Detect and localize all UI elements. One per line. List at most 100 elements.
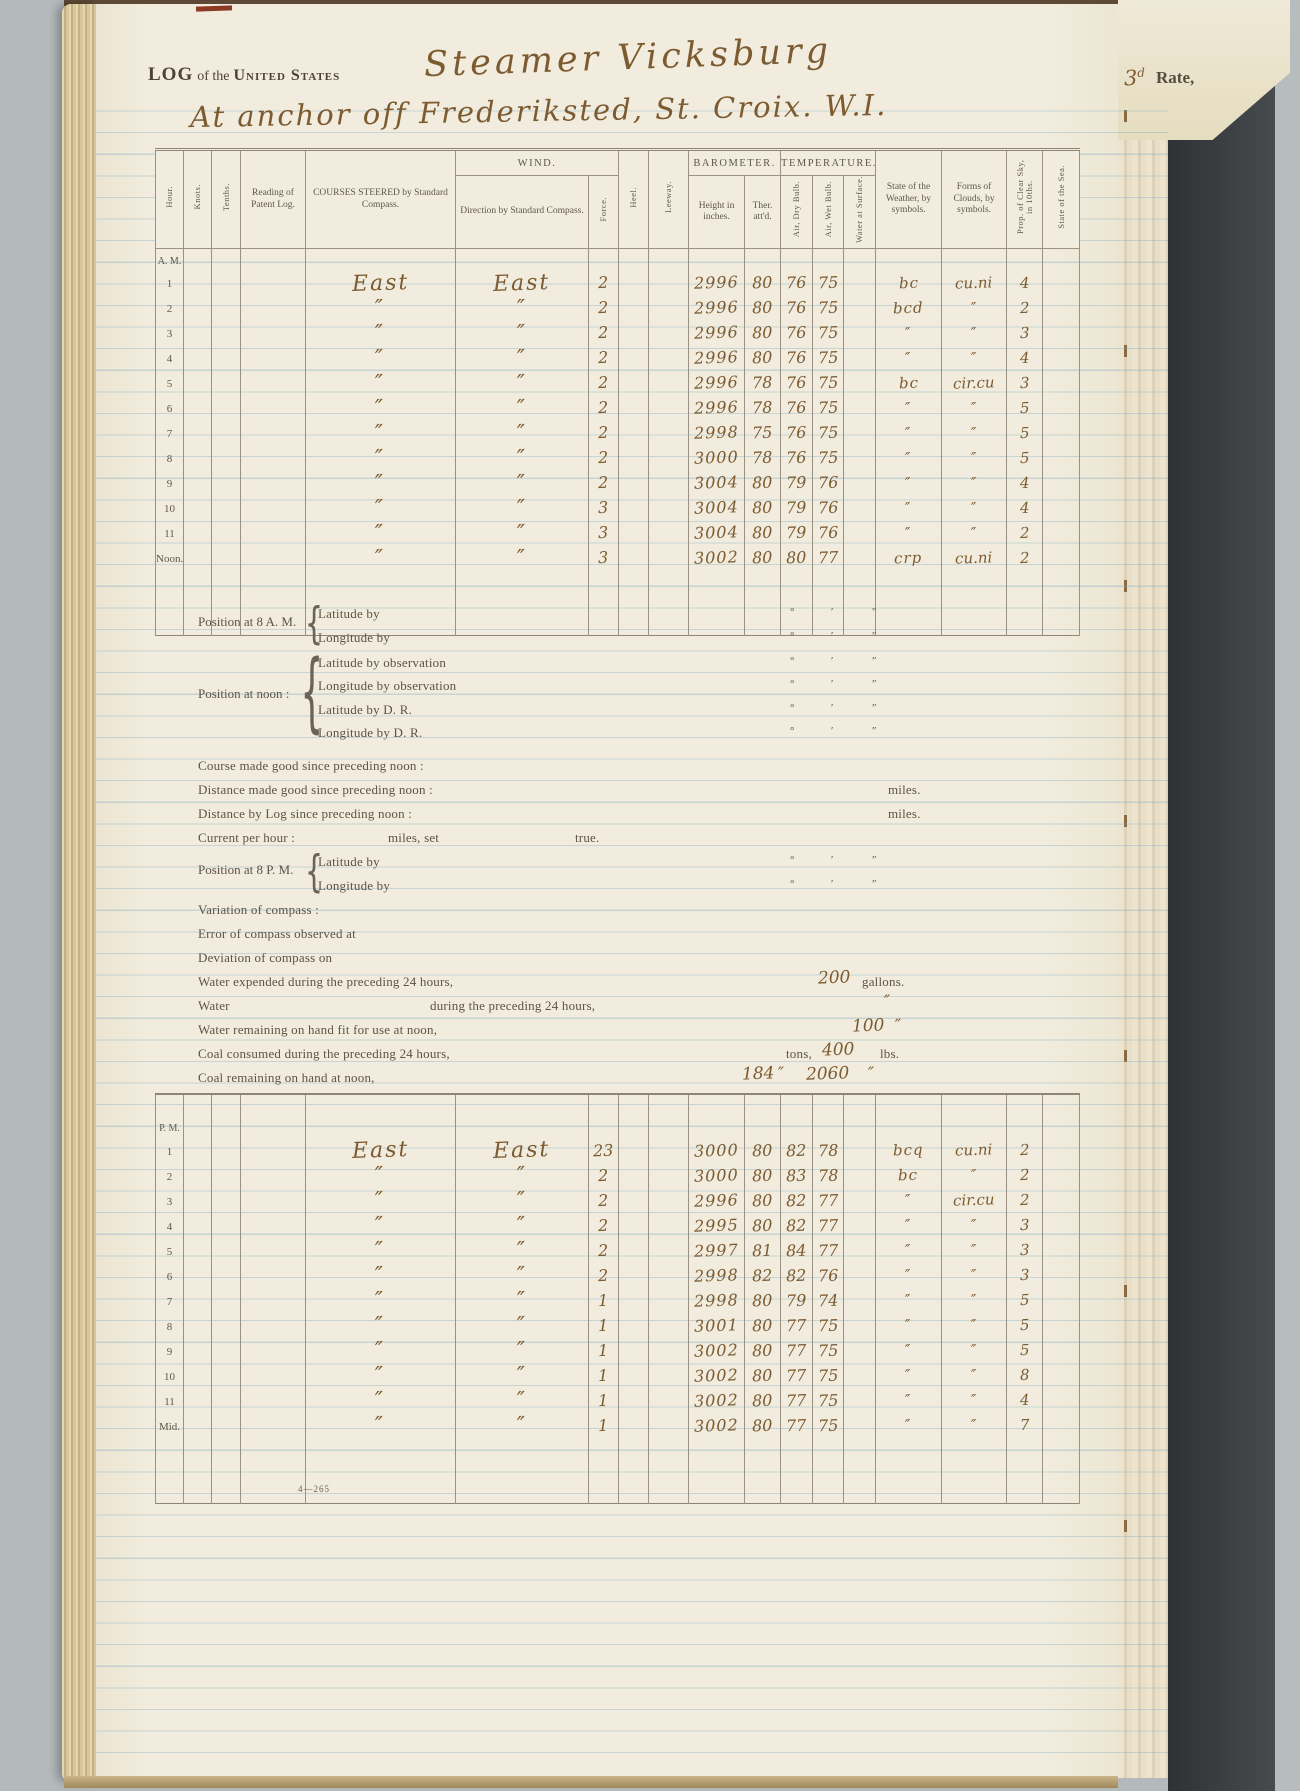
- cell-wind: [455, 1459, 589, 1482]
- cell-force: 2: [587, 295, 620, 321]
- cell-course: [305, 1459, 456, 1482]
- entry-weather: ″: [904, 1191, 913, 1210]
- hour-number: 3: [166, 328, 173, 341]
- cell-heel: [618, 495, 650, 521]
- cell-patent: [240, 470, 306, 496]
- entry-bar: 2998: [693, 1264, 740, 1286]
- cell-tenths: [211, 1363, 241, 1389]
- cell-weather: ″: [875, 320, 943, 346]
- entry-wet: 75: [817, 397, 839, 418]
- cell-patent: [240, 370, 306, 396]
- cell-course: ″: [305, 1263, 456, 1288]
- cell-force: [588, 1116, 619, 1139]
- cell-clouds: ″: [941, 395, 1008, 421]
- cell-weather: ″: [875, 470, 943, 496]
- cell-hour: A. M.: [155, 248, 184, 271]
- cell-tenths: [211, 1094, 241, 1117]
- cell-patent: [240, 248, 306, 271]
- cell-sea: [1042, 1459, 1080, 1482]
- cell-sea: [1042, 1288, 1080, 1314]
- cell-wet: [812, 1459, 844, 1482]
- entry-weather: ″: [904, 348, 913, 367]
- cell-bar: 3000: [688, 1163, 745, 1189]
- entry-ther: 80: [751, 1390, 773, 1411]
- hour-number: 1: [166, 1145, 173, 1158]
- cell-force: [588, 1459, 619, 1482]
- cell-clouds: ″: [941, 1313, 1007, 1339]
- cell-hour: 6: [155, 1263, 184, 1289]
- cell-dry: [780, 1094, 813, 1117]
- hour-number: 10: [164, 1370, 175, 1383]
- entry-wet: 75: [817, 1315, 839, 1336]
- cell-sea: [1042, 445, 1081, 471]
- meridiem-label: A. M.: [157, 255, 182, 267]
- cell-bar: 3002: [688, 545, 746, 571]
- cell-sea: [1042, 470, 1081, 496]
- entry-course: ″: [374, 320, 387, 346]
- entry-weather: ″: [904, 1266, 913, 1285]
- log-row: 2 ″ ″ 2 2996 80 76 75 bcd ″ 2: [155, 295, 1081, 321]
- cell-clouds: ″: [941, 1288, 1007, 1314]
- book-top-edge: [64, 0, 1118, 6]
- cell-water: [843, 248, 877, 271]
- cell-hour: 8: [155, 445, 184, 471]
- cell-dry: 76: [780, 345, 814, 371]
- cell-patent: [240, 1413, 306, 1439]
- hour-number: 4: [166, 353, 173, 366]
- cell-heel: [618, 470, 650, 496]
- cell-sea: [1042, 1438, 1080, 1460]
- cell-knots: [183, 1288, 212, 1314]
- cell-heel: [618, 320, 650, 346]
- entry-force: 2: [598, 272, 609, 293]
- cell-weather: bc: [875, 1163, 942, 1189]
- cell-bar: [688, 1094, 745, 1117]
- log-row: 7 ″ ″ 1 2998 80 79 74 ″ ″ 5: [155, 1288, 1080, 1314]
- cell-leeway: [648, 495, 690, 521]
- position-8am-longitude-line: Longitude by ° ′ ″: [0, 630, 1180, 650]
- second-mark: ″: [872, 630, 877, 642]
- cell-tenths: [211, 420, 241, 446]
- col-header-force: Force.: [587, 174, 620, 250]
- cell-force: [587, 570, 620, 593]
- cell-wet: 75: [812, 1413, 844, 1439]
- entry-course: ″: [374, 395, 387, 421]
- cell-dry: 83: [780, 1163, 813, 1189]
- cell-hour: 3: [155, 320, 184, 346]
- log-row: 3 ″ ″ 2 2996 80 82 77 ″ cir.cu 2: [155, 1188, 1080, 1214]
- cell-course: ″: [305, 1363, 456, 1388]
- cell-bar: 2998: [688, 420, 746, 446]
- minute-mark: ′: [831, 725, 834, 737]
- entry-ther: 80: [751, 1215, 773, 1236]
- cell-patent: [240, 520, 306, 546]
- cell-force: 1: [588, 1363, 619, 1389]
- cell-ther: 80: [744, 520, 782, 546]
- entry-sky: 5: [1019, 398, 1030, 417]
- cell-leeway: [648, 470, 690, 496]
- water-expended-value: 200: [817, 967, 851, 989]
- entry-course: ″: [374, 1188, 387, 1214]
- cell-hour: [155, 1481, 184, 1504]
- cell-course: ″: [305, 545, 456, 571]
- cell-wind: ″: [455, 445, 589, 471]
- entry-course: ″: [374, 1413, 387, 1439]
- cell-leeway: [648, 520, 690, 546]
- cell-course: ″: [305, 520, 456, 546]
- cell-weather: ″: [875, 1313, 942, 1339]
- cell-sea: [1042, 1388, 1080, 1414]
- entry-ther: 80: [751, 1315, 773, 1336]
- position-8am-label: Position at 8 A. M.: [198, 614, 297, 629]
- cell-dry: 79: [780, 520, 814, 546]
- cell-wind: ″: [455, 320, 589, 346]
- entry-weather: ″: [904, 423, 913, 442]
- entry-ther: 80: [751, 1140, 773, 1161]
- entry-wind: ″: [516, 445, 528, 471]
- cell-sky: 4: [1006, 345, 1044, 371]
- cell-hour: 9: [155, 1338, 184, 1364]
- cell-ther: [744, 1438, 781, 1460]
- cell-bar: 2996: [688, 320, 746, 346]
- cell-clouds: [941, 248, 1008, 271]
- cell-patent: [240, 1213, 306, 1239]
- entry-bar: 3000: [693, 447, 740, 468]
- cell-sky: 2: [1006, 545, 1044, 571]
- rate-suffix: d: [1136, 65, 1146, 80]
